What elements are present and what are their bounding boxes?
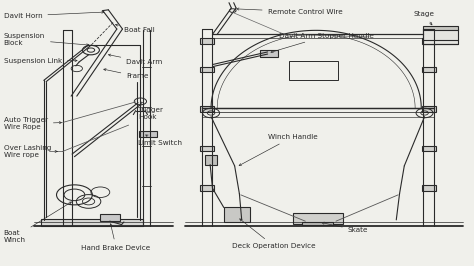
Text: Davit Arm Stopper Handle: Davit Arm Stopper Handle	[271, 33, 374, 53]
Text: Skate: Skate	[322, 222, 368, 233]
Bar	[41, 219, 143, 226]
Bar	[260, 50, 277, 57]
Bar	[289, 61, 338, 80]
Bar	[200, 185, 214, 191]
Text: Trigger
Hook: Trigger Hook	[138, 102, 163, 120]
Text: Suspension Link: Suspension Link	[4, 58, 77, 64]
Bar	[422, 67, 436, 72]
Bar	[302, 222, 333, 225]
Text: Over Lashing
Wire rope: Over Lashing Wire rope	[4, 145, 57, 158]
Bar	[139, 131, 157, 137]
Text: Boat Fall: Boat Fall	[116, 24, 155, 33]
Bar	[422, 146, 436, 151]
Bar	[200, 67, 214, 72]
Bar	[423, 26, 458, 30]
Text: Stage: Stage	[414, 11, 435, 25]
Bar	[423, 29, 458, 44]
Bar	[422, 38, 436, 44]
Text: Limit Switch: Limit Switch	[138, 135, 182, 146]
Bar	[422, 185, 436, 191]
Bar	[200, 106, 214, 112]
Bar	[205, 155, 217, 165]
Bar	[200, 146, 214, 151]
Text: Hand Brake Device: Hand Brake Device	[82, 224, 151, 251]
Bar	[224, 207, 250, 222]
Bar	[200, 38, 214, 44]
Text: Winch Handle: Winch Handle	[239, 134, 318, 165]
Text: Davit Arm: Davit Arm	[109, 54, 163, 65]
Text: Frame: Frame	[104, 69, 149, 80]
Text: Deck Operation Device: Deck Operation Device	[232, 219, 316, 249]
Text: Remote Control Wire: Remote Control Wire	[237, 8, 342, 15]
Text: Davit Horn: Davit Horn	[4, 11, 104, 19]
Bar	[292, 213, 343, 224]
Text: Boat
Winch: Boat Winch	[4, 202, 72, 243]
Text: Auto Trigger
Wire Rope: Auto Trigger Wire Rope	[4, 117, 62, 130]
Bar	[422, 106, 436, 112]
Text: Suspension
Block: Suspension Block	[4, 33, 89, 46]
Bar	[100, 214, 120, 221]
